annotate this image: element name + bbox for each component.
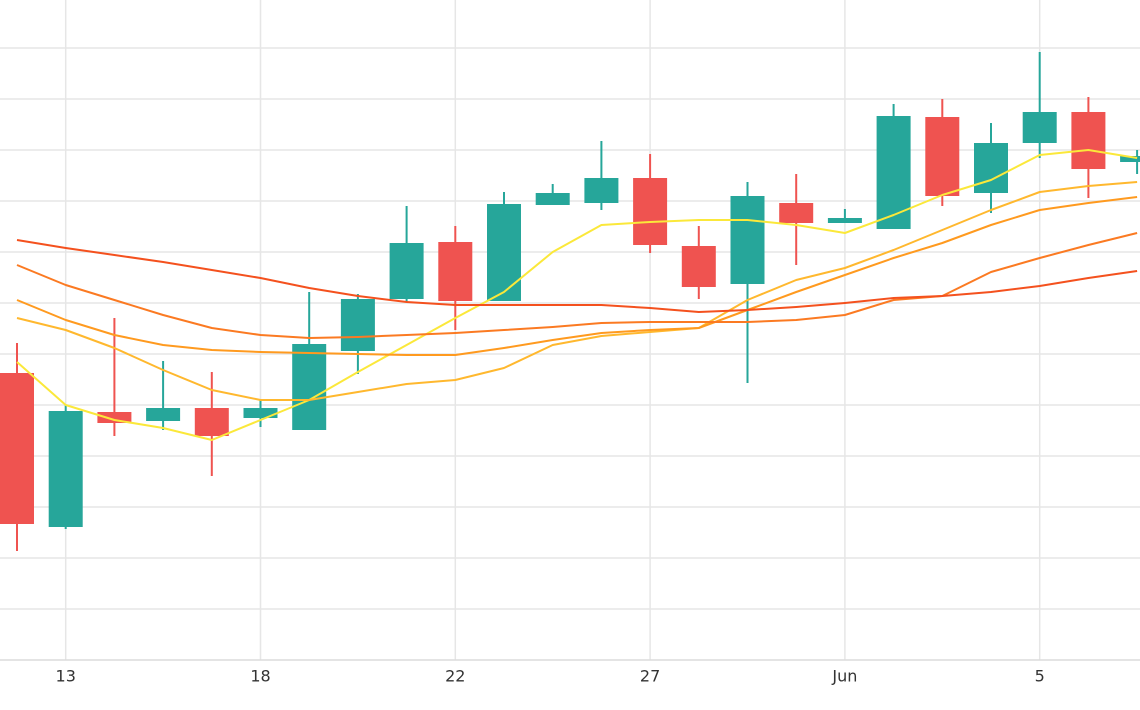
candle-body	[974, 143, 1008, 193]
candle-body	[584, 178, 619, 203]
candle-body	[925, 117, 960, 196]
moving-average-line	[16, 239, 1138, 313]
candle-body	[487, 204, 521, 301]
candle-body	[389, 243, 424, 299]
candle-body	[97, 412, 132, 423]
candle-body	[779, 203, 814, 223]
candle-body	[340, 299, 375, 351]
candle-body	[48, 411, 83, 527]
candle-body	[0, 373, 34, 524]
candle-body	[438, 242, 473, 301]
candle-body	[827, 218, 862, 223]
candle-body	[1022, 112, 1057, 143]
x-tick-label: 22	[445, 667, 465, 686]
candle-body	[730, 196, 765, 284]
candle-body	[535, 193, 570, 205]
x-tick-label: 13	[56, 667, 76, 686]
moving-average-line	[16, 196, 1138, 356]
x-tick-label: 27	[640, 667, 660, 686]
candle-body	[633, 178, 668, 245]
x-tick-label: 18	[250, 667, 270, 686]
moving-average-line	[16, 149, 1138, 441]
candle-body	[876, 116, 911, 229]
candle-body	[1071, 112, 1106, 169]
x-tick-label: Jun	[831, 667, 857, 686]
candle-body	[1120, 156, 1140, 162]
candle-body	[243, 408, 278, 418]
moving-average-line	[16, 232, 1138, 339]
candle-body	[146, 408, 181, 421]
x-tick-label: 5	[1035, 667, 1045, 686]
candle-body	[292, 344, 327, 430]
candle-body	[194, 408, 229, 436]
moving-average-line	[16, 181, 1138, 401]
candle-body	[681, 246, 716, 287]
